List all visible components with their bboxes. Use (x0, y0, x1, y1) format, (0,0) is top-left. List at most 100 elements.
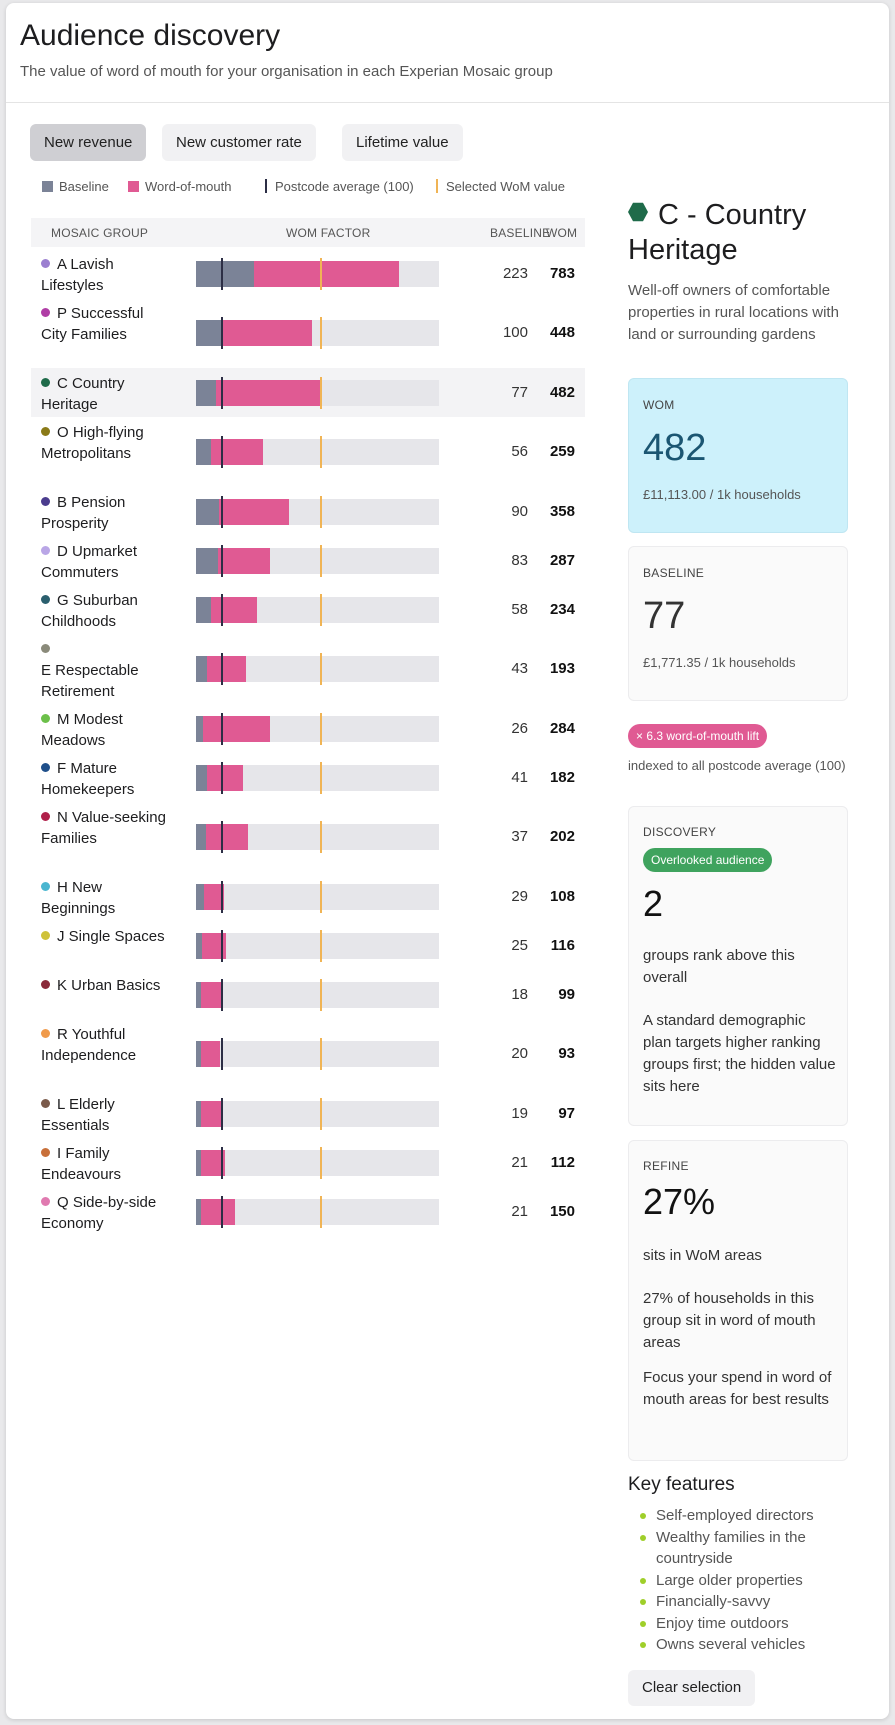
group-color-dot-icon (41, 980, 50, 989)
group-name-label: C Country Heritage (41, 375, 125, 413)
group-name-label: K Urban Basics (57, 977, 161, 994)
legend-wom: Word-of-mouth (128, 179, 231, 194)
refine-value: 27% (643, 1181, 716, 1222)
baseline-swatch (42, 181, 53, 192)
group-name: D Upmarket Commuters (41, 541, 171, 583)
table-row[interactable]: J Single Spaces 25 116 (31, 921, 585, 970)
table-row[interactable]: G Suburban Childhoods 58 234 (31, 585, 585, 634)
wom-value: 482 (643, 427, 707, 469)
postcode-average-line (221, 594, 223, 626)
table-row[interactable]: L Elderly Essentials 19 97 (31, 1089, 585, 1138)
selected-wom-line (320, 594, 322, 626)
group-color-dot-icon (41, 1099, 50, 1108)
baseline-value: 100 (502, 324, 528, 341)
key-features-list: Self-employed directors Wealthy families… (640, 1505, 850, 1656)
tab-new-customer-rate[interactable]: New customer rate (162, 124, 316, 161)
group-name-label: O High-flying Metropolitans (41, 424, 144, 462)
table-row[interactable]: M Modest Meadows 26 284 (31, 704, 585, 753)
table-row[interactable]: Q Side-by-side Economy 21 150 (31, 1187, 585, 1236)
group-name: Q Side-by-side Economy (41, 1192, 171, 1234)
table-row[interactable]: F Mature Homekeepers 41 182 (31, 753, 585, 802)
group-name-label: A Lavish Lifestyles (41, 256, 114, 294)
group-name-label: I Family Endeavours (41, 1145, 122, 1183)
postcode-average-line (221, 1098, 223, 1130)
table-row[interactable]: N Value-seeking Families 37 202 (31, 802, 585, 872)
wom-bar (218, 548, 270, 574)
table-row[interactable]: O High-flying Metropolitans 56 259 (31, 417, 585, 487)
wom-value: 150 (549, 1203, 575, 1220)
selected-wom-marker (436, 179, 438, 193)
baseline-bar (196, 261, 254, 287)
legend-baseline-label: Baseline (59, 179, 109, 194)
table-row[interactable]: I Family Endeavours 21 112 (31, 1138, 585, 1187)
selected-wom-line (320, 496, 322, 528)
refine-label: REFINE (643, 1159, 689, 1173)
table-row[interactable]: K Urban Basics 18 99 (31, 970, 585, 1019)
table-row[interactable]: A Lavish Lifestyles 223 783 (31, 249, 585, 298)
wom-bar (207, 765, 243, 791)
clear-selection-button[interactable]: Clear selection (628, 1670, 756, 1706)
key-feature-item: Owns several vehicles (640, 1634, 850, 1656)
table-row[interactable]: R Youthful Independence 20 93 (31, 1019, 585, 1089)
wom-factor-bar (196, 1038, 439, 1070)
group-name: C Country Heritage (41, 373, 171, 415)
baseline-value: 58 (511, 601, 528, 618)
baseline-bar (196, 1150, 201, 1176)
group-color-dot-icon (41, 1029, 50, 1038)
group-name: N Value-seeking Families (41, 807, 171, 849)
wom-value: 182 (549, 769, 575, 786)
wom-value: 482 (549, 384, 575, 401)
wom-value: 116 (550, 937, 575, 954)
group-name-label: Q Side-by-side Economy (41, 1194, 157, 1232)
col-wom-factor: WOM FACTOR (286, 226, 371, 240)
group-name: P Successful City Families (41, 303, 171, 345)
group-name: O High-flying Metropolitans (41, 422, 171, 464)
group-color-dot-icon (41, 427, 50, 436)
table-row[interactable]: E Respectable Retirement 43 193 (31, 634, 585, 704)
wom-factor-bar (196, 821, 439, 853)
postcode-average-line (221, 1038, 223, 1070)
group-name-label: G Suburban Childhoods (41, 592, 138, 630)
selected-group-description: Well-off owners of comfortable propertie… (628, 282, 839, 343)
wom-factor-bar (196, 496, 439, 528)
wom-lift-note: indexed to all postcode average (100) (628, 758, 846, 773)
table-row[interactable]: B Pension Prosperity 90 358 (31, 487, 585, 536)
table-row[interactable]: P Successful City Families 100 448 (31, 298, 585, 368)
group-name-label: D Upmarket Commuters (41, 543, 138, 581)
group-name-label: E Respectable Retirement (41, 662, 139, 700)
tab-lifetime-value[interactable]: Lifetime value (342, 124, 463, 161)
legend-selected-wom: Selected WoM value (436, 179, 565, 194)
overlooked-audience-badge: Overlooked audience (643, 848, 773, 872)
table-row[interactable]: H New Beginnings 29 108 (31, 872, 585, 921)
baseline-value: 77 (511, 384, 528, 401)
baseline-bar (196, 1199, 201, 1225)
postcode-average-marker (265, 179, 267, 193)
group-name: G Suburban Childhoods (41, 590, 171, 632)
selected-wom-line (320, 377, 322, 409)
postcode-average-line (221, 881, 223, 913)
tab-new-revenue[interactable]: New revenue (30, 124, 147, 161)
legend-postcode-average: Postcode average (100) (265, 179, 414, 194)
table-row[interactable]: D Upmarket Commuters 83 287 (31, 536, 585, 585)
group-name-label: J Single Spaces (57, 928, 165, 945)
wom-lift-badge: × 6.3 word-of-mouth lift (628, 724, 768, 748)
baseline-bar (196, 656, 207, 682)
group-name: H New Beginnings (41, 877, 171, 919)
baseline-bar (196, 716, 203, 742)
group-name: F Mature Homekeepers (41, 758, 171, 800)
legend-baseline: Baseline (42, 179, 109, 194)
selected-group-name: C - Country Heritage (628, 199, 807, 266)
baseline-bar (196, 933, 202, 959)
baseline-bar (196, 824, 206, 850)
discovery-label: DISCOVERY (643, 825, 717, 839)
wom-factor-bar (196, 762, 439, 794)
selected-wom-line (320, 317, 322, 349)
group-name-label: N Value-seeking Families (41, 809, 166, 847)
postcode-average-line (221, 1196, 223, 1228)
baseline-bar (196, 884, 204, 910)
group-name: M Modest Meadows (41, 709, 171, 751)
group-color-dot-icon (41, 1197, 50, 1206)
table-row[interactable]: C Country Heritage 77 482 (31, 368, 585, 417)
wom-factor-bar (196, 317, 439, 349)
wom-value: 259 (549, 443, 575, 460)
